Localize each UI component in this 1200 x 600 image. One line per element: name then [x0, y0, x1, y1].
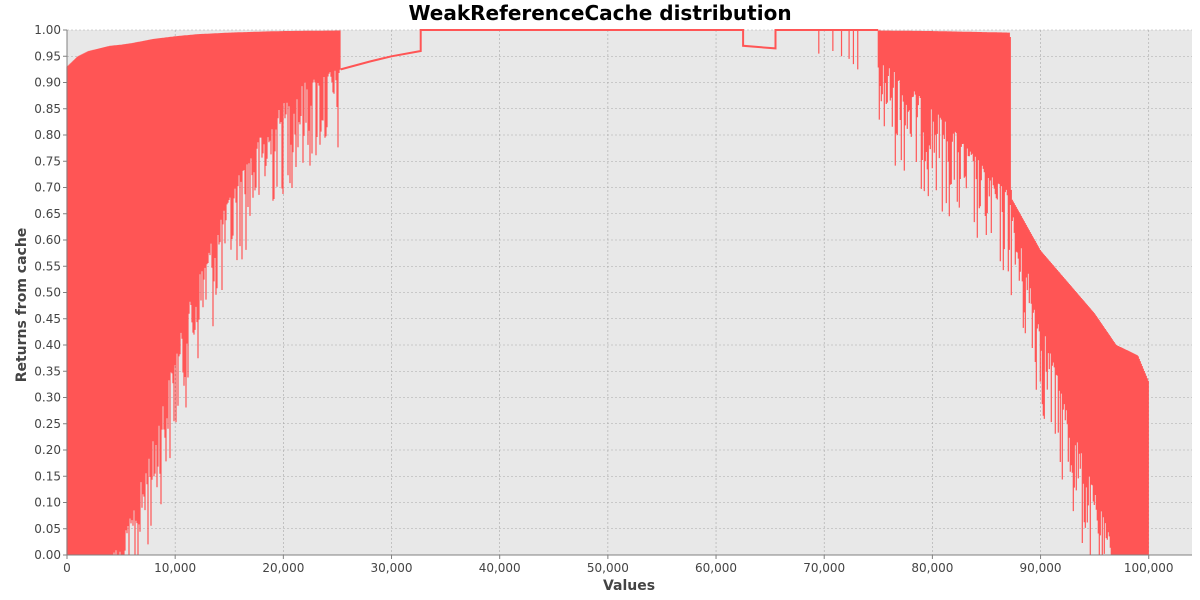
y-tick-label: 0.30: [34, 391, 61, 405]
y-tick-label: 0.45: [34, 312, 61, 326]
x-tick-label: 70,000: [803, 561, 845, 575]
y-tick-label: 0.05: [34, 522, 61, 536]
series-band-right: [877, 30, 1149, 555]
y-tick-label: 0.25: [34, 417, 61, 431]
y-tick-label: 0.00: [34, 548, 61, 562]
y-tick-label: 1.00: [34, 23, 61, 37]
chart-title: WeakReferenceCache distribution: [408, 1, 791, 25]
y-tick-label: 0.70: [34, 181, 61, 195]
y-tick-label: 0.15: [34, 469, 61, 483]
x-tick-label: 40,000: [479, 561, 521, 575]
y-axis-ticks: 0.00 0.05 0.10 0.15 0.20 0.25 0.30 0.35 0.40 0.45…: [34, 23, 67, 562]
x-tick-label: 30,000: [371, 561, 413, 575]
y-tick-label: 0.10: [34, 496, 61, 510]
y-tick-label: 0.35: [34, 364, 61, 378]
y-tick-label: 0.80: [34, 128, 61, 142]
y-tick-label: 0.40: [34, 338, 61, 352]
x-axis-label: Values: [603, 578, 655, 594]
y-tick-label: 0.85: [34, 102, 61, 116]
x-tick-label: 60,000: [695, 561, 737, 575]
x-tick-label: 50,000: [587, 561, 629, 575]
x-axis-ticks: 0 10,000 20,000 30,000 40,000 50,000 60,000 70,…: [63, 555, 1174, 575]
y-tick-label: 0.90: [34, 76, 61, 90]
x-tick-label: 0: [63, 561, 71, 575]
y-tick-label: 0.50: [34, 286, 61, 300]
y-axis-label: Returns from cache: [14, 228, 30, 383]
x-tick-label: 90,000: [1020, 561, 1062, 575]
y-tick-label: 0.65: [34, 207, 61, 221]
x-tick-label: 10,000: [154, 561, 196, 575]
y-tick-label: 0.60: [34, 233, 61, 247]
series-line-middle: [340, 29, 879, 71]
y-tick-label: 0.55: [34, 259, 61, 273]
y-tick-label: 0.95: [34, 49, 61, 63]
y-tick-label: 0.75: [34, 154, 61, 168]
x-tick-label: 20,000: [262, 561, 304, 575]
x-tick-label: 100,000: [1124, 561, 1174, 575]
x-tick-label: 80,000: [911, 561, 953, 575]
y-tick-label: 0.20: [34, 443, 61, 457]
